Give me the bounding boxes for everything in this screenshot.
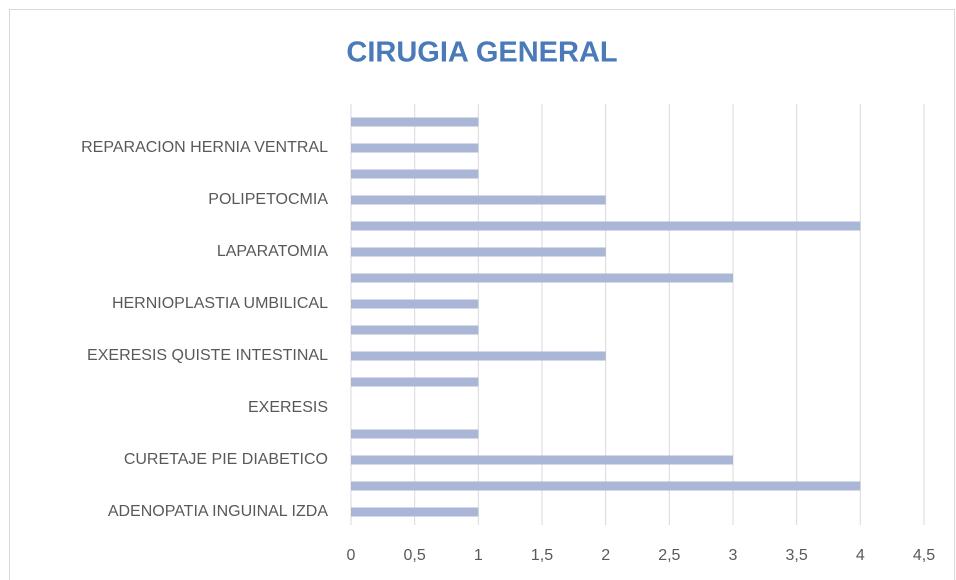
bar (351, 481, 861, 491)
chart-title: CIRUGIA GENERAL (346, 37, 617, 69)
bar (351, 195, 606, 205)
x-tick-label: 2 (601, 547, 610, 564)
bar (351, 351, 606, 361)
y-tick-label: LAPARATOMIA (217, 243, 328, 260)
bar (351, 169, 479, 179)
x-tick-label: 0 (347, 547, 356, 564)
x-tick-label: 4,5 (913, 547, 935, 564)
bar (351, 299, 479, 309)
x-tick-label: 4 (856, 547, 865, 564)
x-tick-label: 1 (474, 547, 483, 564)
bar (351, 247, 606, 257)
bar (351, 221, 861, 231)
x-tick-label: 3 (729, 547, 738, 564)
bar (351, 377, 479, 387)
y-tick-label: HERNIOPLASTIA UMBILICAL (112, 295, 328, 312)
x-tick-label: 1,5 (531, 547, 553, 564)
bar (351, 455, 733, 465)
x-tick-label: 2,5 (658, 547, 680, 564)
y-tick-label: ADENOPATIA INGUINAL IZDA (108, 503, 329, 520)
bar (351, 273, 733, 283)
chart-frame (9, 9, 955, 580)
y-tick-label: EXERESIS QUISTE INTESTINAL (87, 347, 328, 364)
y-tick-label: CURETAJE PIE DIABETICO (124, 451, 328, 468)
bar (351, 143, 479, 153)
x-tick-label: 0,5 (404, 547, 426, 564)
bar (351, 117, 479, 127)
y-tick-label: REPARACION HERNIA VENTRAL (81, 139, 328, 156)
bar (351, 325, 479, 335)
y-tick-label: EXERESIS (248, 399, 328, 416)
bar (351, 507, 479, 517)
x-tick-label: 3,5 (786, 547, 808, 564)
bar (351, 429, 479, 439)
y-tick-label: POLIPETOCMIA (208, 191, 328, 208)
